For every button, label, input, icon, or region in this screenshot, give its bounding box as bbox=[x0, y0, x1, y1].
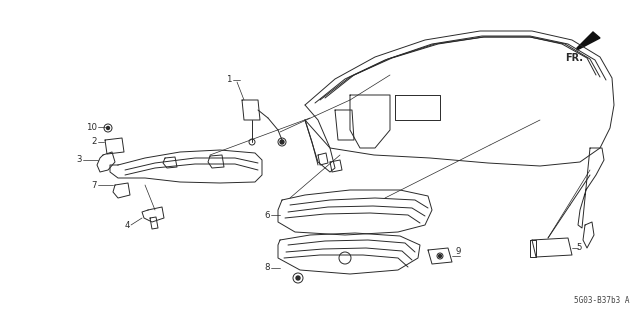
Text: 6: 6 bbox=[264, 211, 270, 219]
Circle shape bbox=[280, 140, 284, 144]
Text: 8: 8 bbox=[264, 263, 270, 272]
Text: 1: 1 bbox=[227, 76, 232, 85]
Circle shape bbox=[296, 276, 300, 280]
Text: 5: 5 bbox=[576, 243, 582, 253]
Text: 10: 10 bbox=[86, 122, 97, 131]
Text: 9: 9 bbox=[455, 248, 460, 256]
Text: 7: 7 bbox=[92, 181, 97, 189]
Circle shape bbox=[106, 127, 109, 130]
Text: 3: 3 bbox=[77, 155, 82, 165]
Text: 5G03-B37b3 A: 5G03-B37b3 A bbox=[575, 296, 630, 305]
Circle shape bbox=[438, 255, 442, 257]
Text: 4: 4 bbox=[125, 220, 130, 229]
Polygon shape bbox=[577, 32, 600, 50]
Text: FR.: FR. bbox=[565, 53, 583, 63]
Text: 2: 2 bbox=[92, 137, 97, 146]
